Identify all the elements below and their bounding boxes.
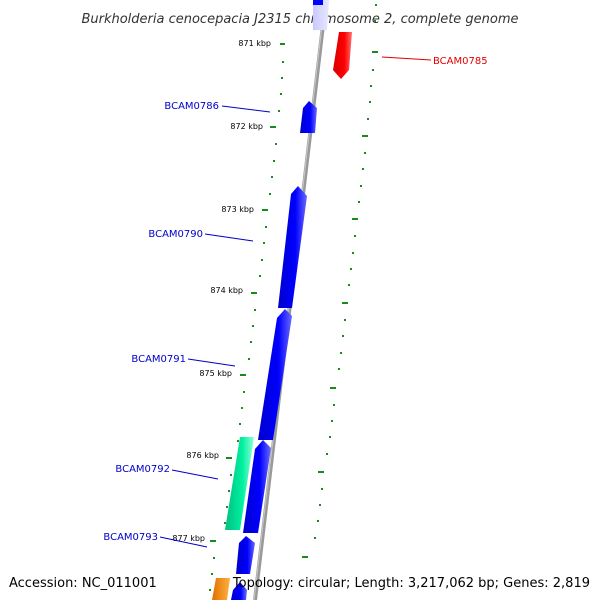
scale-label-873: 873 kbp [221, 205, 254, 214]
gene-label-bcam0785[interactable]: BCAM0785 [433, 56, 488, 67]
leader-bcam0791 [187, 358, 236, 367]
gene-label-bcam0790[interactable]: BCAM0790 [148, 229, 203, 240]
gene-blue-bottom[interactable] [231, 582, 247, 600]
leader-bcam0792 [171, 469, 219, 480]
gene-bcam0792[interactable] [225, 437, 254, 530]
gene-bcam0791[interactable] [258, 309, 292, 440]
scale-label-875: 875 kbp [199, 369, 232, 378]
footer-summary: Topology: circular; Length: 3,217,062 bp… [232, 576, 590, 591]
outer-tick-track [302, 4, 378, 558]
scale-label-876: 876 kbp [186, 451, 219, 460]
gene-bcam0785[interactable] [333, 32, 352, 79]
leader-bcam0785 [381, 56, 432, 61]
gene-label-bcam0793[interactable]: BCAM0793 [103, 532, 158, 543]
inner-tick-track [209, 43, 285, 591]
gene-bcam0790[interactable] [278, 186, 307, 308]
scale-label-877: 877 kbp [172, 534, 205, 543]
gene-partial-top-dark[interactable] [313, 0, 323, 5]
leader-bcam0790 [204, 233, 254, 242]
gene-label-bcam0786[interactable]: BCAM0786 [164, 101, 219, 112]
scale-label-874: 874 kbp [210, 286, 243, 295]
leader-bcam0786 [221, 105, 271, 113]
gene-blue-adjacent[interactable] [243, 440, 271, 533]
gene-label-bcam0792[interactable]: BCAM0792 [115, 464, 170, 475]
scale-label-871: 871 kbp [238, 39, 271, 48]
gene-bcam0786[interactable] [300, 101, 317, 133]
gene-orange-bottom[interactable] [212, 578, 230, 600]
scale-label-872: 872 kbp [230, 122, 263, 131]
footer-accession: Accession: NC_011001 [9, 576, 157, 591]
gene-partial-top[interactable] [313, 0, 329, 30]
leader-bcam0793 [159, 536, 208, 548]
gene-bcam0793[interactable] [236, 536, 255, 574]
map-title: Burkholderia cenocepacia J2315 chromosom… [81, 12, 518, 27]
gene-label-bcam0791[interactable]: BCAM0791 [131, 354, 186, 365]
